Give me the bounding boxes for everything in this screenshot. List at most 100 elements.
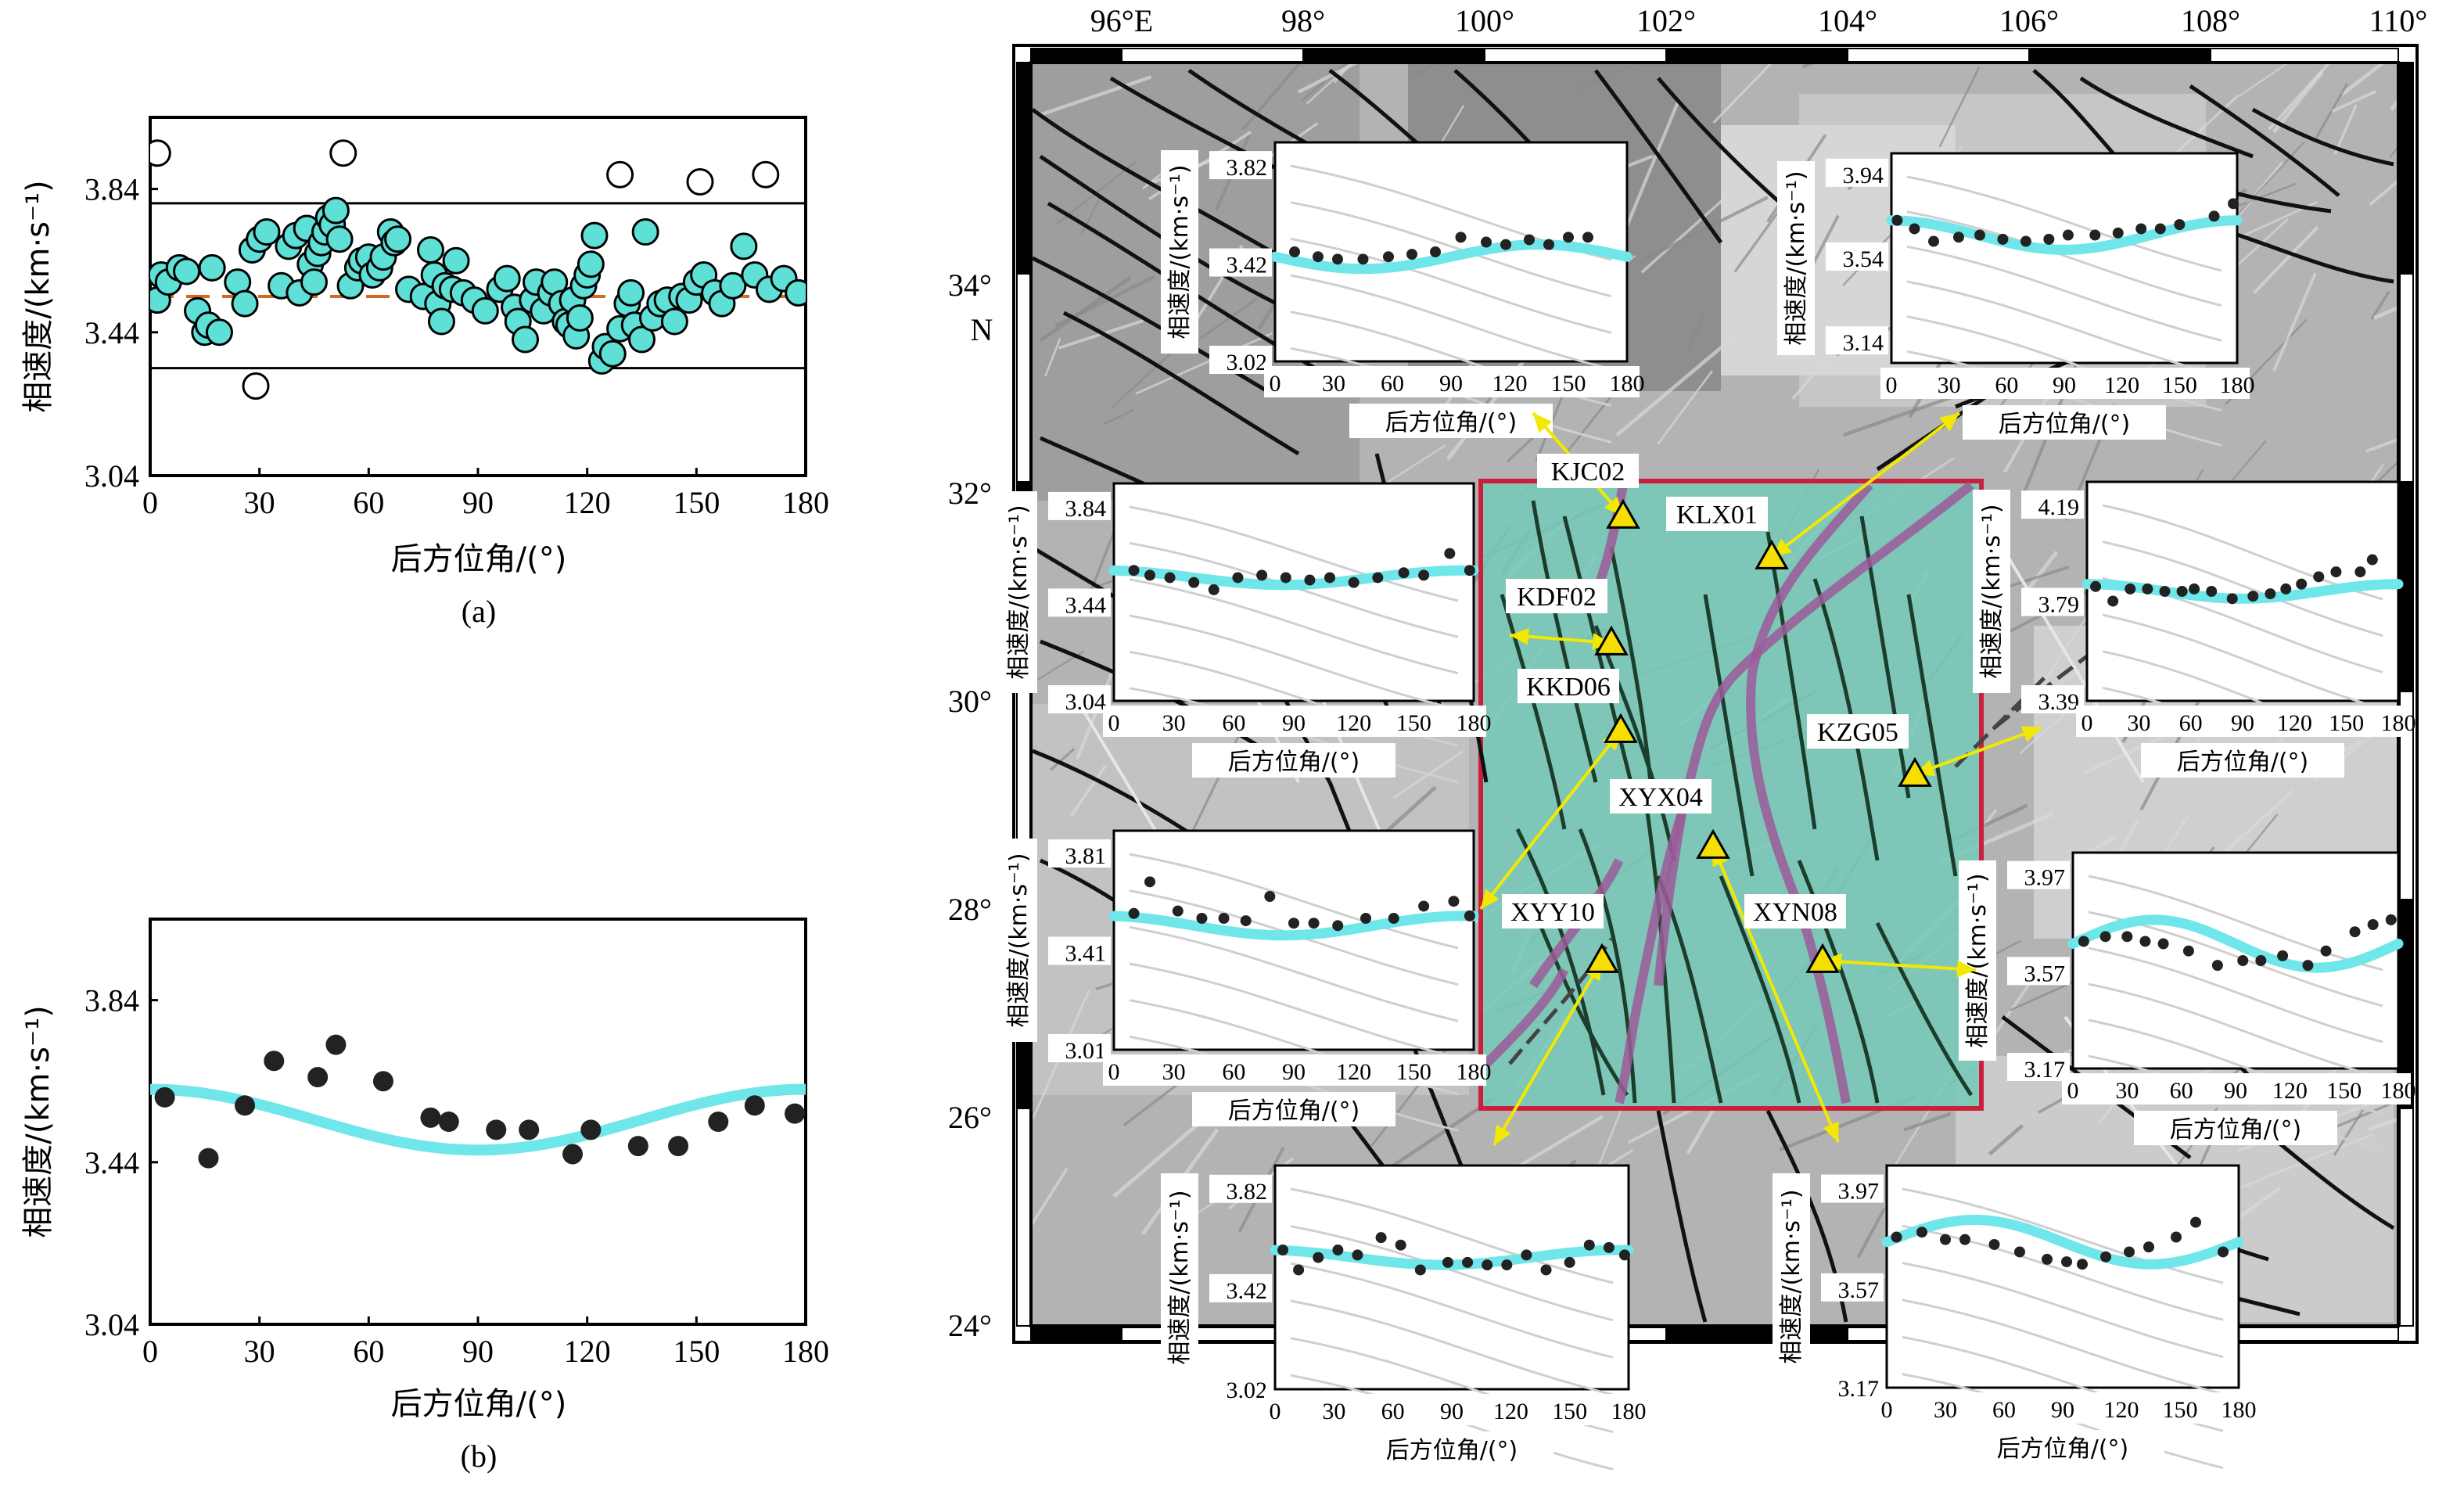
fault-green	[1797, 860, 1880, 1104]
data-point	[416, 235, 444, 264]
inset-data-point	[1406, 249, 1417, 260]
terrain-ridge	[1938, 66, 1981, 148]
inset-data-point	[1448, 896, 1460, 907]
frame-bar-left	[1016, 273, 1031, 483]
arrow-head	[1939, 413, 1959, 432]
fault-green	[1719, 875, 1801, 1104]
data-point	[154, 1087, 175, 1108]
station-arrow	[1479, 729, 1622, 911]
inset-x-tick-label: 90	[2053, 372, 2076, 398]
inset-tick-bg	[1880, 368, 2250, 399]
inset-tick-bg	[1048, 839, 1111, 868]
inset-data-point	[1308, 918, 1320, 929]
inset-data-point	[1928, 235, 1940, 247]
inset-x-tick-label: 150	[1396, 710, 1431, 736]
inset-ylabel: 相速度/(km·s⁻¹)	[1778, 1189, 1805, 1363]
inset-label-bg	[1961, 1430, 2164, 1464]
inset-x-tick-label: 180	[1456, 710, 1492, 736]
station-marker: KDF02	[1506, 579, 1629, 656]
data-point	[300, 268, 328, 296]
inset-ridge	[2102, 613, 2383, 710]
terrain-ridge	[1507, 436, 1534, 463]
inset-data-point	[2124, 1246, 2135, 1258]
inset-data-point	[1144, 569, 1155, 581]
terrain-ridge	[1194, 297, 1258, 343]
inset-tick-bg	[1209, 1174, 1272, 1203]
y-tick-label: 3.04	[84, 458, 139, 494]
inset-x-tick-label: 90	[1282, 710, 1306, 736]
station-marker: XYX04	[1610, 779, 1730, 859]
inset-data-point	[1144, 876, 1155, 888]
inset-data-point	[2228, 198, 2240, 210]
inset-data-point	[2089, 229, 2101, 241]
map-left-tick-label: 28°	[948, 892, 992, 927]
x-tick-label: 180	[782, 1334, 829, 1369]
inset-data-point	[1218, 913, 1230, 924]
inset-y-tick-label: 3.41	[1065, 941, 1107, 967]
inset-data-point	[1988, 1238, 2000, 1250]
station-label: XYX04	[1618, 783, 1703, 812]
inset-tick-bg	[1209, 1273, 1272, 1302]
inset-data-point	[2125, 583, 2136, 594]
inset-data-point	[2077, 1259, 2088, 1270]
terrain-ridge	[1102, 408, 1135, 426]
station-marker: XYY10	[1502, 894, 1619, 973]
x-tick-label: 90	[462, 1334, 494, 1369]
data-point	[231, 289, 259, 318]
inset-data-point	[1332, 253, 1343, 265]
inset-data-point	[2174, 219, 2186, 231]
inset-tick-bg	[1209, 248, 1272, 277]
station-marker: KKD06	[1518, 669, 1638, 743]
arrow-head	[1592, 633, 1611, 651]
inset-data-point	[2237, 955, 2249, 966]
inset-ylabel: 相速度/(km·s⁻¹)	[1783, 171, 1810, 345]
map-left-tick-label: 34°	[948, 268, 992, 303]
panel-b: 0 30 60 90 120 150 180 3.04 3.44 3.84 后方位角/(°) 相速…	[20, 918, 829, 1474]
x-tick-label: 150	[673, 1334, 720, 1369]
inset-tick-bg	[1821, 1372, 1884, 1400]
terrain-ridge	[1686, 313, 1705, 350]
inset-ridge	[1290, 201, 1612, 298]
inset-data-point	[1256, 569, 1268, 581]
inset-data-point	[2313, 571, 2325, 583]
outlier-point	[752, 160, 780, 189]
inset-x-tick-label: 0	[1270, 1399, 1281, 1424]
inset-fit-curve	[2081, 579, 2404, 604]
terrain-ridge	[1241, 63, 1302, 131]
fault-green	[1593, 625, 1676, 861]
inset-data-point	[1196, 913, 1208, 924]
terrain-ridge	[1615, 338, 1732, 436]
inset-data-point	[1997, 233, 2009, 245]
fault-green	[1906, 594, 1958, 877]
data-point	[598, 339, 627, 368]
inset-x-tick-label: 0	[1108, 710, 1120, 736]
inset-x-tick-label: 150	[1551, 371, 1586, 397]
frame-bar-right	[2399, 273, 2414, 483]
station-triangle	[1805, 943, 1840, 973]
inset-data-point	[2385, 914, 2397, 925]
inset-tick-bg	[1876, 1392, 2251, 1424]
inset-y-tick-label: 3.02	[1227, 1377, 1268, 1403]
inset-y-tick-label: 3.94	[1843, 163, 1884, 189]
fault-green	[1703, 594, 1755, 877]
station-triangle	[1585, 943, 1619, 973]
inset-data-point	[1482, 1259, 1493, 1271]
data-point	[493, 264, 521, 293]
inset-label-bg	[1773, 1173, 1810, 1380]
data-point	[631, 218, 659, 246]
inset-x-tick-label: 120	[2104, 1397, 2139, 1423]
inset-data-point	[2208, 210, 2220, 222]
terrain-ridge	[1686, 1101, 1719, 1155]
inset-ridge	[1290, 1187, 1614, 1284]
inset-chart: 3.81 3.41 3.010 30 60 90 120 150 180 后方位角/(°) 相速度/…	[1000, 829, 1492, 1132]
inset-ridge	[1902, 1262, 2224, 1359]
frame-bar-top	[1665, 48, 1848, 63]
frame-bar-right	[2399, 62, 2414, 275]
inset-x-tick-label: 120	[2277, 710, 2312, 736]
inset-x-tick-label: 0	[1270, 371, 1281, 397]
inset-x-tick-label: 120	[1336, 1059, 1371, 1085]
terrain-ridge	[1297, 63, 1361, 94]
inset-xlabel: 后方位角/(°)	[1386, 1437, 1518, 1464]
inset-label-bg	[1000, 839, 1037, 1042]
inset-y-tick-label: 3.39	[2038, 689, 2080, 715]
